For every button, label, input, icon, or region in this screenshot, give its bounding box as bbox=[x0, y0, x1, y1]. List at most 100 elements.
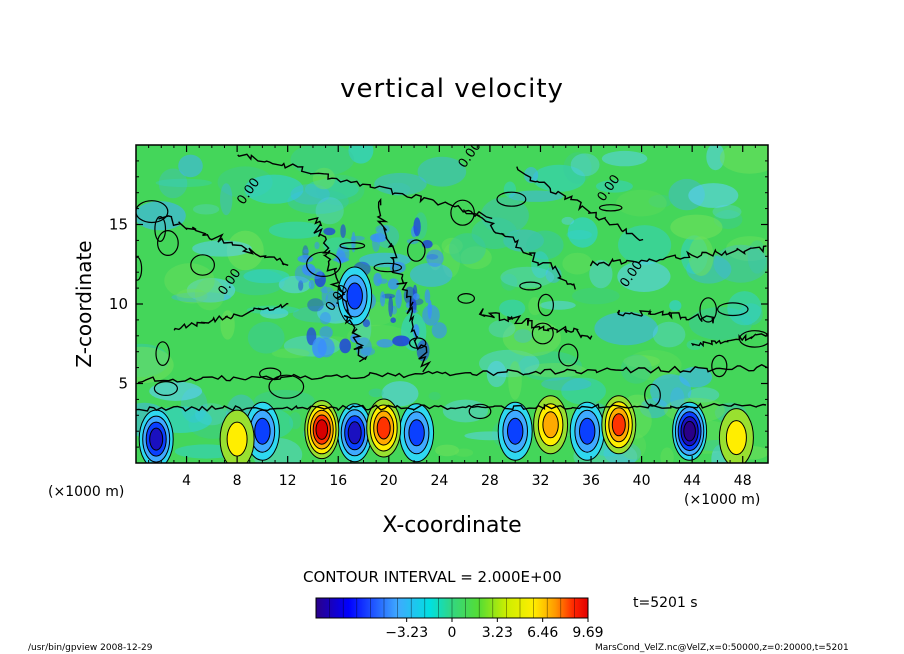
contour-loop bbox=[190, 254, 216, 276]
field-patch bbox=[194, 278, 225, 311]
y-tick-label: 10 bbox=[109, 295, 128, 313]
field-patch bbox=[178, 154, 203, 178]
field-patch bbox=[260, 307, 289, 319]
updraft-cell-ring bbox=[542, 411, 559, 439]
contour-loop bbox=[306, 251, 342, 277]
contour-loop bbox=[558, 343, 579, 367]
turbulence-patch bbox=[303, 249, 310, 254]
turbulence-patch bbox=[320, 286, 334, 294]
contour-line bbox=[158, 215, 289, 266]
field-patch bbox=[268, 221, 324, 239]
x-axis-label-text: X-coordinate bbox=[382, 513, 522, 538]
turbulence-patch bbox=[336, 245, 350, 263]
contour-line bbox=[173, 302, 289, 331]
turbulence-patch bbox=[390, 317, 397, 324]
turbulence-patch bbox=[319, 312, 331, 325]
contour-loop bbox=[155, 341, 170, 367]
x-tick-label: 44 bbox=[683, 473, 701, 489]
field-patch bbox=[368, 388, 384, 398]
contour-loop bbox=[519, 281, 542, 291]
contour-loop bbox=[537, 293, 555, 317]
field-patch bbox=[381, 381, 419, 407]
field-patch bbox=[502, 319, 562, 357]
field-patch bbox=[220, 310, 235, 340]
field-patch bbox=[660, 447, 674, 463]
field-patch bbox=[417, 156, 467, 187]
field-patch bbox=[572, 287, 620, 305]
turbulence-patch bbox=[323, 227, 336, 236]
contour-line bbox=[690, 333, 768, 348]
contour-loop bbox=[406, 239, 426, 262]
contour-loop bbox=[136, 200, 169, 224]
y-tick-label: 5 bbox=[118, 375, 128, 393]
contour-loop bbox=[153, 381, 178, 397]
field-patch bbox=[518, 351, 582, 381]
contour-loop bbox=[154, 216, 167, 243]
field-patch bbox=[220, 183, 233, 216]
field-patch bbox=[706, 145, 725, 171]
field-patch bbox=[271, 348, 310, 359]
turbulence-patch bbox=[308, 268, 323, 280]
contour-loop bbox=[409, 337, 427, 349]
field-patch bbox=[348, 145, 374, 164]
field-patch bbox=[539, 300, 576, 310]
turbulence-patch bbox=[375, 224, 390, 234]
field-patch bbox=[435, 444, 460, 457]
contour-line bbox=[616, 308, 715, 324]
field-patch bbox=[287, 189, 349, 214]
contour-line bbox=[376, 197, 432, 373]
field-patch bbox=[247, 321, 285, 354]
footer-data-source: MarsCond_VelZ.nc@VelZ,x=0:50000,z=0:2000… bbox=[595, 643, 849, 653]
x-tick-label: 48 bbox=[734, 473, 752, 489]
field-patch bbox=[192, 240, 252, 257]
turbulence-patch bbox=[360, 347, 375, 356]
colorbar-tick-label: 0 bbox=[448, 625, 457, 641]
field-patch bbox=[193, 204, 220, 215]
field-patch bbox=[501, 273, 518, 291]
field-patch bbox=[500, 266, 555, 288]
contour-loop bbox=[373, 262, 403, 273]
field-patch bbox=[526, 230, 564, 260]
x-tick-label: 36 bbox=[582, 473, 600, 489]
contour-loop bbox=[699, 297, 717, 323]
turbulence-patch bbox=[380, 291, 386, 307]
colorbar-tick-label: −3.23 bbox=[385, 625, 428, 641]
field-patch bbox=[514, 329, 532, 343]
contour-line bbox=[237, 153, 493, 220]
turbulence-patch bbox=[306, 327, 317, 346]
turbulence-patch bbox=[413, 217, 421, 237]
field-patch bbox=[289, 412, 302, 430]
field-patch bbox=[561, 377, 606, 405]
field-patch bbox=[652, 321, 686, 348]
field-patch bbox=[290, 145, 355, 177]
field-patch bbox=[428, 391, 441, 401]
field-patch bbox=[570, 153, 600, 177]
contour-loop bbox=[711, 354, 728, 378]
turbulence-patch bbox=[413, 293, 420, 300]
velocity-field bbox=[136, 145, 768, 463]
x-tick-label: 16 bbox=[329, 473, 347, 489]
field-patch bbox=[136, 201, 186, 231]
downdraft-cell-ring bbox=[346, 282, 363, 310]
x-tick-label: 28 bbox=[481, 473, 499, 489]
field-patch bbox=[488, 320, 516, 338]
contour-loop bbox=[457, 293, 475, 304]
field-patch bbox=[688, 183, 739, 208]
field-patch bbox=[292, 305, 349, 323]
field-patch bbox=[532, 164, 586, 192]
contour-loop bbox=[339, 241, 366, 250]
turbulence-patch bbox=[362, 319, 370, 328]
contour-loop bbox=[468, 403, 492, 420]
field-patch bbox=[623, 355, 660, 368]
turbulence-patch bbox=[339, 338, 352, 354]
contour-line bbox=[136, 402, 767, 412]
turbulence-patch bbox=[424, 289, 431, 304]
field-patch bbox=[448, 233, 486, 265]
field-patch bbox=[243, 269, 290, 284]
field-patch bbox=[670, 387, 685, 410]
field-patch bbox=[561, 216, 575, 225]
updraft-cell-ring bbox=[611, 413, 626, 437]
y-axis-label: Z-coordinate bbox=[72, 240, 96, 368]
